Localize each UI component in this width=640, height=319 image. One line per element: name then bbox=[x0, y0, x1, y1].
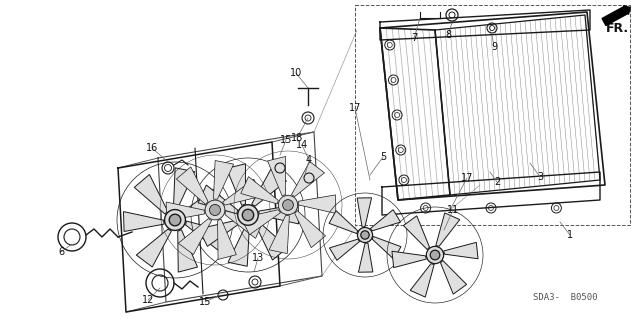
Text: 8: 8 bbox=[445, 30, 451, 40]
Circle shape bbox=[283, 200, 293, 211]
Text: 15: 15 bbox=[280, 135, 292, 145]
FancyArrow shape bbox=[602, 6, 630, 26]
Text: 9: 9 bbox=[491, 42, 497, 52]
Polygon shape bbox=[259, 204, 298, 224]
Text: 15: 15 bbox=[199, 297, 211, 307]
Text: 13: 13 bbox=[252, 253, 264, 263]
Polygon shape bbox=[177, 167, 208, 204]
Text: 12: 12 bbox=[142, 295, 154, 305]
Polygon shape bbox=[255, 221, 287, 260]
Circle shape bbox=[430, 250, 440, 260]
Polygon shape bbox=[198, 185, 237, 214]
Polygon shape bbox=[178, 230, 198, 272]
Polygon shape bbox=[295, 211, 326, 248]
Circle shape bbox=[164, 210, 186, 230]
Circle shape bbox=[237, 205, 259, 225]
Text: 17: 17 bbox=[461, 173, 473, 183]
Polygon shape bbox=[183, 188, 225, 215]
Polygon shape bbox=[186, 221, 226, 250]
Polygon shape bbox=[223, 179, 262, 205]
Polygon shape bbox=[227, 164, 246, 205]
Polygon shape bbox=[179, 219, 212, 255]
Polygon shape bbox=[410, 264, 434, 297]
Polygon shape bbox=[357, 198, 372, 227]
Polygon shape bbox=[218, 219, 236, 259]
Polygon shape bbox=[214, 160, 234, 199]
Circle shape bbox=[426, 246, 444, 263]
Text: 16: 16 bbox=[146, 143, 158, 153]
Polygon shape bbox=[372, 236, 401, 259]
Circle shape bbox=[278, 195, 298, 215]
Polygon shape bbox=[330, 239, 360, 260]
Text: 1: 1 bbox=[567, 230, 573, 240]
Polygon shape bbox=[225, 211, 263, 238]
Circle shape bbox=[243, 209, 253, 221]
Polygon shape bbox=[329, 211, 358, 234]
Polygon shape bbox=[444, 242, 478, 259]
Polygon shape bbox=[440, 261, 467, 294]
Polygon shape bbox=[134, 174, 168, 214]
Polygon shape bbox=[198, 220, 240, 246]
Polygon shape bbox=[241, 177, 278, 204]
Polygon shape bbox=[173, 168, 195, 209]
Polygon shape bbox=[228, 226, 250, 266]
Polygon shape bbox=[252, 169, 287, 206]
Polygon shape bbox=[436, 213, 460, 246]
Polygon shape bbox=[358, 243, 373, 272]
Circle shape bbox=[205, 200, 225, 220]
Circle shape bbox=[357, 227, 372, 242]
Text: 10: 10 bbox=[290, 68, 302, 78]
Text: 17: 17 bbox=[349, 103, 361, 113]
Text: 3: 3 bbox=[537, 172, 543, 182]
Polygon shape bbox=[269, 216, 289, 254]
Text: 2: 2 bbox=[494, 177, 500, 187]
Text: 5: 5 bbox=[380, 152, 386, 162]
Text: 18: 18 bbox=[291, 133, 303, 143]
Polygon shape bbox=[136, 229, 172, 267]
Circle shape bbox=[361, 231, 369, 239]
Text: 6: 6 bbox=[58, 247, 64, 257]
Text: 14: 14 bbox=[296, 140, 308, 150]
Text: SDA3-  B0500: SDA3- B0500 bbox=[532, 293, 597, 302]
Polygon shape bbox=[291, 161, 324, 197]
Polygon shape bbox=[392, 251, 426, 268]
Circle shape bbox=[169, 214, 181, 226]
Circle shape bbox=[209, 204, 221, 216]
Text: 11: 11 bbox=[447, 205, 459, 215]
Polygon shape bbox=[241, 210, 280, 235]
Text: FR.: FR. bbox=[606, 21, 629, 34]
Text: 7: 7 bbox=[411, 33, 417, 43]
Polygon shape bbox=[124, 211, 164, 232]
Polygon shape bbox=[268, 156, 285, 196]
Polygon shape bbox=[371, 210, 401, 231]
Text: 4: 4 bbox=[306, 155, 312, 165]
Polygon shape bbox=[403, 216, 429, 249]
Polygon shape bbox=[166, 202, 205, 221]
Polygon shape bbox=[298, 195, 336, 213]
